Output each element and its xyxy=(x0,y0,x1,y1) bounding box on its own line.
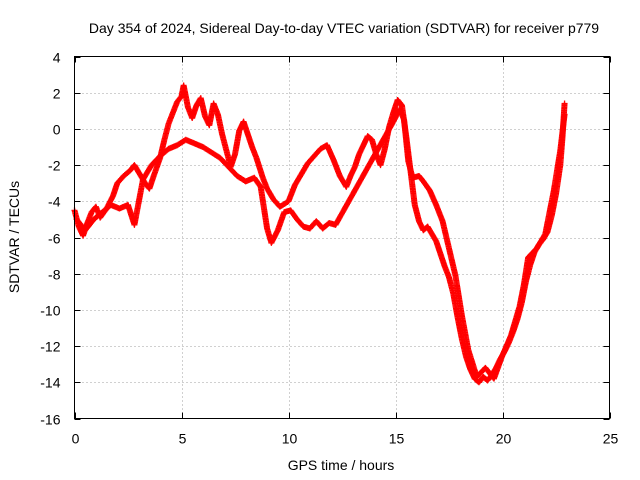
x-tick-labels: 0 5 10 15 20 25 xyxy=(72,431,619,447)
grid-lines xyxy=(74,56,610,419)
x-tick-label: 25 xyxy=(603,431,619,447)
plot-frame xyxy=(74,56,610,419)
y-tick-label: -4 xyxy=(48,194,61,210)
y-tick-label: -10 xyxy=(40,303,60,319)
chart-title: Day 354 of 2024, Sidereal Day-to-day VTE… xyxy=(89,20,599,36)
y-tick-label: -14 xyxy=(40,375,60,391)
data-marks xyxy=(71,82,568,386)
x-axis-label: GPS time / hours xyxy=(288,457,395,473)
y-tick-label: -6 xyxy=(48,231,61,247)
y-tick-label: 0 xyxy=(53,122,61,138)
y-tick-label: -8 xyxy=(48,267,61,283)
y-tick-label: -16 xyxy=(40,412,60,428)
y-tick-label: -2 xyxy=(48,158,61,174)
x-tick-label: 20 xyxy=(496,431,512,447)
x-tick-label: 10 xyxy=(282,431,298,447)
y-tick-label: 2 xyxy=(53,86,61,102)
y-tick-label: 4 xyxy=(53,50,61,66)
x-tick-label: 5 xyxy=(179,431,187,447)
x-tick-label: 0 xyxy=(72,431,80,447)
y-tick-label: -12 xyxy=(40,339,60,355)
axis-ticks xyxy=(74,56,611,420)
data-point xyxy=(561,100,568,107)
y-tick-labels: -16 -14 -12 -10 -8 -6 -4 -2 0 2 4 xyxy=(40,50,60,428)
data-point xyxy=(561,111,568,118)
y-axis-label: SDTVAR / TECUs xyxy=(6,181,22,293)
x-tick-label: 15 xyxy=(389,431,405,447)
